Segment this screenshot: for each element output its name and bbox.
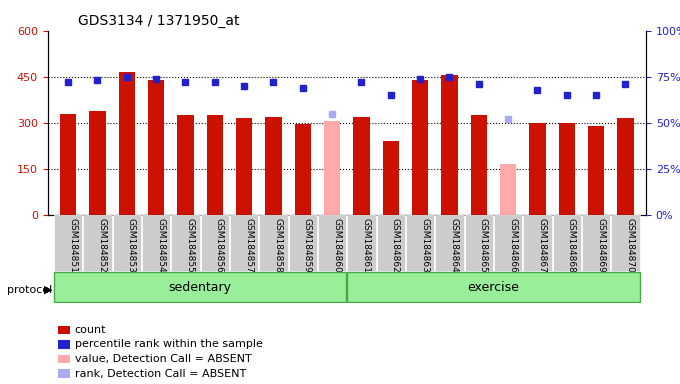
Text: exercise: exercise: [468, 281, 520, 293]
Text: GSM184854: GSM184854: [156, 218, 165, 273]
Text: GSM184861: GSM184861: [362, 218, 371, 273]
FancyBboxPatch shape: [435, 215, 464, 271]
Text: value, Detection Call = ABSENT: value, Detection Call = ABSENT: [75, 354, 252, 364]
Bar: [412, 80, 428, 215]
Text: protocol: protocol: [7, 285, 52, 295]
FancyBboxPatch shape: [553, 215, 581, 271]
Bar: [265, 117, 282, 215]
Text: GSM184859: GSM184859: [303, 218, 312, 273]
FancyBboxPatch shape: [230, 215, 258, 271]
Text: GSM184863: GSM184863: [420, 218, 429, 273]
FancyBboxPatch shape: [611, 215, 640, 271]
Bar: [294, 124, 311, 215]
Text: ▶: ▶: [44, 285, 53, 295]
Bar: [119, 72, 135, 215]
Text: GSM184868: GSM184868: [567, 218, 576, 273]
Bar: [177, 115, 194, 215]
Text: GSM184865: GSM184865: [479, 218, 488, 273]
FancyBboxPatch shape: [347, 215, 375, 271]
Text: GSM184855: GSM184855: [186, 218, 194, 273]
Text: GSM184851: GSM184851: [68, 218, 77, 273]
Text: percentile rank within the sample: percentile rank within the sample: [75, 339, 262, 349]
FancyBboxPatch shape: [54, 272, 346, 302]
FancyBboxPatch shape: [113, 215, 141, 271]
Bar: [324, 121, 340, 215]
Bar: [236, 118, 252, 215]
Text: GSM184870: GSM184870: [626, 218, 634, 273]
Bar: [559, 123, 575, 215]
Text: sedentary: sedentary: [169, 281, 232, 293]
FancyBboxPatch shape: [406, 215, 435, 271]
FancyBboxPatch shape: [524, 215, 551, 271]
FancyBboxPatch shape: [377, 215, 405, 271]
Bar: [383, 141, 399, 215]
Text: GSM184867: GSM184867: [537, 218, 547, 273]
Text: GSM184869: GSM184869: [596, 218, 605, 273]
Text: GSM184856: GSM184856: [215, 218, 224, 273]
FancyBboxPatch shape: [171, 215, 199, 271]
Bar: [617, 118, 634, 215]
Bar: [354, 117, 369, 215]
FancyBboxPatch shape: [259, 215, 288, 271]
Text: GSM184862: GSM184862: [391, 218, 400, 273]
Text: GSM184857: GSM184857: [244, 218, 253, 273]
Bar: [148, 80, 164, 215]
Text: GDS3134 / 1371950_at: GDS3134 / 1371950_at: [78, 14, 239, 28]
Bar: [60, 114, 76, 215]
Bar: [441, 75, 458, 215]
FancyBboxPatch shape: [582, 215, 610, 271]
FancyBboxPatch shape: [142, 215, 170, 271]
Bar: [588, 126, 605, 215]
Text: GSM184866: GSM184866: [508, 218, 517, 273]
Bar: [89, 111, 105, 215]
Text: GSM184853: GSM184853: [126, 218, 136, 273]
FancyBboxPatch shape: [464, 215, 493, 271]
Text: GSM184864: GSM184864: [449, 218, 458, 273]
Bar: [207, 115, 223, 215]
FancyBboxPatch shape: [54, 215, 82, 271]
FancyBboxPatch shape: [318, 215, 346, 271]
Bar: [471, 115, 487, 215]
Text: count: count: [75, 325, 106, 335]
Bar: [530, 123, 545, 215]
Text: GSM184858: GSM184858: [273, 218, 282, 273]
FancyBboxPatch shape: [347, 272, 640, 302]
FancyBboxPatch shape: [289, 215, 317, 271]
FancyBboxPatch shape: [201, 215, 229, 271]
Text: rank, Detection Call = ABSENT: rank, Detection Call = ABSENT: [75, 369, 246, 379]
Text: GSM184860: GSM184860: [332, 218, 341, 273]
Text: GSM184852: GSM184852: [97, 218, 107, 273]
Bar: [500, 164, 516, 215]
FancyBboxPatch shape: [494, 215, 522, 271]
FancyBboxPatch shape: [84, 215, 112, 271]
